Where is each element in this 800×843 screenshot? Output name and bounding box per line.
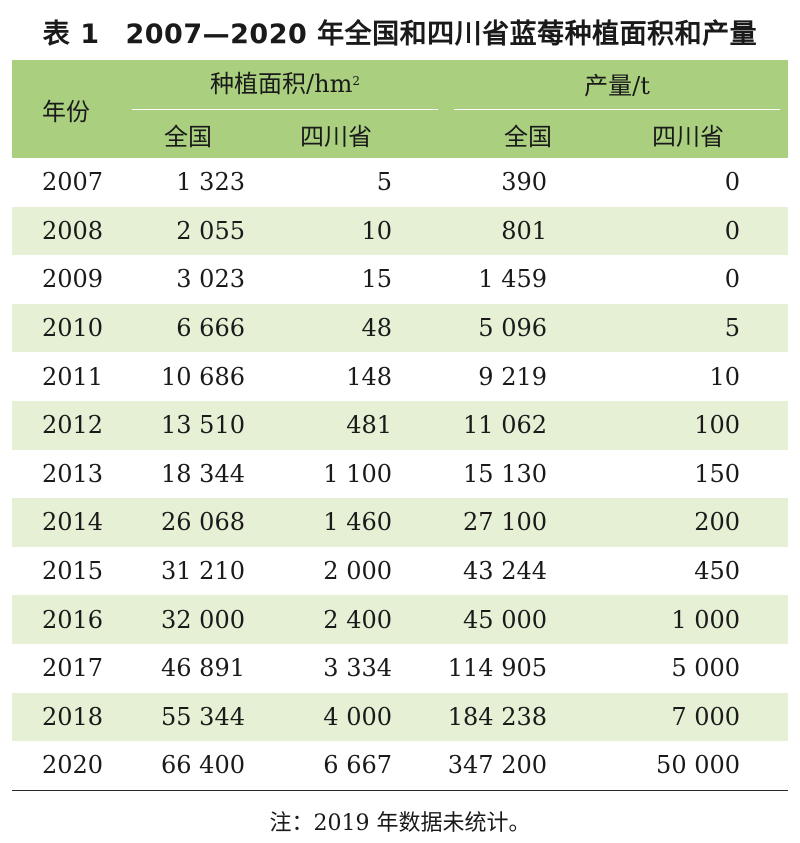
- area-national-cell: 13 510: [124, 400, 278, 450]
- output-national-cell: 801: [446, 206, 615, 256]
- area-sichuan-cell: 1 100: [278, 449, 447, 499]
- year-cell: 2011: [12, 352, 124, 401]
- table-title: 表 1 2007—2020 年全国和四川省蓝莓种植面积和产量: [0, 12, 800, 51]
- table-row: 2015 31 210 2 000 43 244 450: [12, 546, 789, 596]
- table-note: 注：2019 年数据未统计。: [269, 811, 531, 836]
- output-sichuan-cell: 7 000: [614, 692, 789, 742]
- output-national-cell: 11 062: [446, 400, 615, 450]
- output-national-cell: 390: [446, 158, 615, 207]
- table-row: 2010 6 666 48 5 096 5: [12, 303, 789, 353]
- table-caption: 2007—2020 年全国和四川省蓝莓种植面积和产量: [125, 19, 758, 50]
- area-sichuan-cell: 48: [278, 303, 447, 353]
- area-national-cell: 10 686: [124, 352, 278, 401]
- table-row: 2013 18 344 1 100 15 130 150: [12, 449, 789, 499]
- output-national-cell: 15 130: [446, 449, 615, 499]
- area-sichuan-cell: 148: [278, 352, 447, 401]
- header-year: 年份: [12, 60, 124, 158]
- area-sichuan-cell: 4 000: [278, 692, 447, 742]
- header-area-label: 种植面积/hm2: [210, 69, 360, 98]
- year-cell: 2020: [12, 741, 124, 791]
- output-sichuan-cell: 200: [614, 498, 789, 547]
- output-sichuan-cell: 450: [614, 546, 789, 596]
- output-national-cell: 184 238: [446, 692, 615, 742]
- header-area-national: 全国: [124, 110, 278, 158]
- header-output-national: 全国: [446, 110, 615, 158]
- header-output-group: 产量/t: [446, 60, 789, 110]
- table-row: 2020 66 400 6 667 347 200 50 000: [12, 741, 789, 791]
- area-sichuan-cell: 5: [278, 158, 447, 207]
- table-row: 2017 46 891 3 334 114 905 5 000: [12, 643, 789, 693]
- year-cell: 2007: [12, 158, 124, 207]
- year-cell: 2017: [12, 643, 124, 693]
- year-cell: 2014: [12, 498, 124, 547]
- table-row: 2018 55 344 4 000 184 238 7 000: [12, 692, 789, 742]
- area-national-cell: 32 000: [124, 595, 278, 644]
- table-row: 2008 2 055 10 801 0: [12, 206, 789, 256]
- area-national-cell: 66 400: [124, 741, 278, 791]
- output-national-cell: 5 096: [446, 303, 615, 353]
- table-row: 2012 13 510 481 11 062 100: [12, 400, 789, 450]
- area-sichuan-cell: 2 000: [278, 546, 447, 596]
- output-sichuan-cell: 100: [614, 400, 789, 450]
- table-row: 2014 26 068 1 460 27 100 200: [12, 498, 789, 547]
- area-national-cell: 6 666: [124, 303, 278, 353]
- year-cell: 2015: [12, 546, 124, 596]
- area-national-cell: 55 344: [124, 692, 278, 742]
- data-table: 年份 种植面积/hm2 产量/t 全国 四川省 全国 四川省 2007 1 323…: [12, 60, 789, 791]
- area-sichuan-cell: 3 334: [278, 643, 447, 693]
- year-cell: 2009: [12, 255, 124, 304]
- output-national-cell: 45 000: [446, 595, 615, 644]
- area-national-cell: 1 323: [124, 158, 278, 207]
- output-national-cell: 9 219: [446, 352, 615, 401]
- output-sichuan-cell: 0: [614, 206, 789, 256]
- table-body: 2007 1 323 5 390 0 2008 2 055 10 801 0 2009 3 023 15…: [12, 158, 789, 791]
- output-sichuan-cell: 0: [614, 158, 789, 207]
- area-national-cell: 2 055: [124, 206, 278, 256]
- header-area-sichuan: 四川省: [278, 110, 447, 158]
- table-row: 2007 1 323 5 390 0: [12, 158, 789, 207]
- year-cell: 2008: [12, 206, 124, 256]
- output-sichuan-cell: 0: [614, 255, 789, 304]
- header-area-group: 种植面积/hm2: [124, 60, 447, 110]
- area-national-cell: 26 068: [124, 498, 278, 547]
- area-national-cell: 31 210: [124, 546, 278, 596]
- area-national-cell: 18 344: [124, 449, 278, 499]
- area-sichuan-cell: 15: [278, 255, 447, 304]
- year-cell: 2018: [12, 692, 124, 742]
- table-row: 2009 3 023 15 1 459 0: [12, 255, 789, 304]
- output-sichuan-cell: 50 000: [614, 741, 789, 791]
- output-national-cell: 27 100: [446, 498, 615, 547]
- year-cell: 2012: [12, 400, 124, 450]
- output-national-cell: 114 905: [446, 643, 615, 693]
- table-header: 年份 种植面积/hm2 产量/t 全国 四川省 全国 四川省: [12, 60, 789, 158]
- year-cell: 2016: [12, 595, 124, 644]
- header-area-rule: [132, 109, 439, 110]
- output-sichuan-cell: 1 000: [614, 595, 789, 644]
- header-output-rule: [454, 109, 781, 110]
- header-output-label: 产量/t: [584, 71, 650, 100]
- data-table-container: 年份 种植面积/hm2 产量/t 全国 四川省 全国 四川省 2007 1 323…: [12, 60, 789, 791]
- area-sichuan-cell: 10: [278, 206, 447, 256]
- output-sichuan-cell: 5 000: [614, 643, 789, 693]
- year-cell: 2013: [12, 449, 124, 499]
- header-output-sichuan: 四川省: [614, 110, 789, 158]
- area-national-cell: 46 891: [124, 643, 278, 693]
- area-sichuan-cell: 1 460: [278, 498, 447, 547]
- table-row: 2016 32 000 2 400 45 000 1 000: [12, 595, 789, 644]
- output-national-cell: 347 200: [446, 741, 615, 791]
- output-sichuan-cell: 10: [614, 352, 789, 401]
- area-sichuan-cell: 2 400: [278, 595, 447, 644]
- table-number: 表 1: [42, 19, 100, 50]
- output-national-cell: 43 244: [446, 546, 615, 596]
- year-cell: 2010: [12, 303, 124, 353]
- area-national-cell: 3 023: [124, 255, 278, 304]
- table-row: 2011 10 686 148 9 219 10: [12, 352, 789, 401]
- output-sichuan-cell: 150: [614, 449, 789, 499]
- area-sichuan-cell: 481: [278, 400, 447, 450]
- output-national-cell: 1 459: [446, 255, 615, 304]
- area-sichuan-cell: 6 667: [278, 741, 447, 791]
- output-sichuan-cell: 5: [614, 303, 789, 353]
